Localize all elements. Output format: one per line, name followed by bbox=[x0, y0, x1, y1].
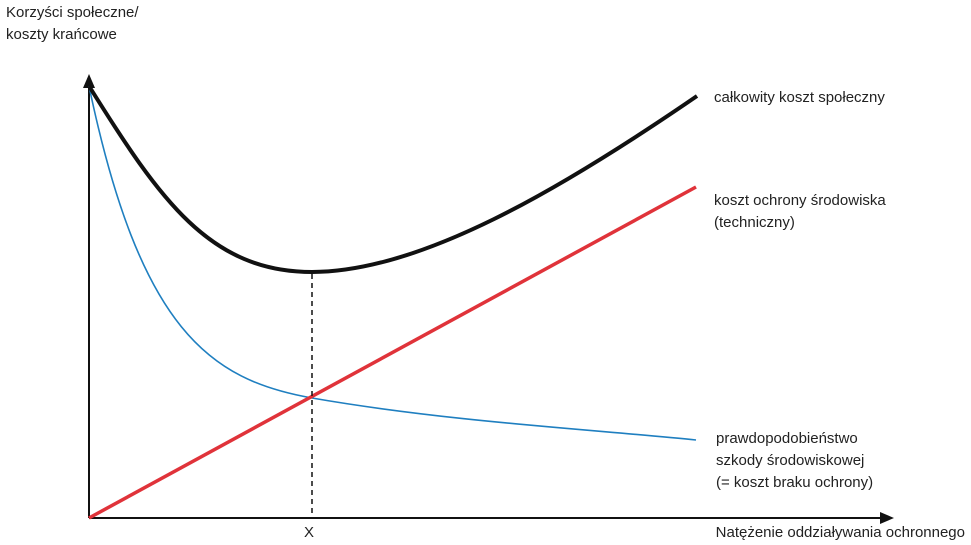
damage-probability-label-line-2: szkody środowiskowej bbox=[716, 452, 865, 469]
x-axis-label: Natężenie oddziaływania ochronnego bbox=[715, 524, 965, 541]
total-social-cost-curve bbox=[87, 84, 699, 275]
protection-cost-label: koszt ochrony środowiska (techniczny) bbox=[714, 190, 886, 234]
protection-cost-label-line-1: koszt ochrony środowiska bbox=[714, 192, 886, 209]
x-axis-arrowhead bbox=[880, 512, 894, 524]
damage-probability-label-line-1: prawdopodobieństwo bbox=[716, 430, 858, 447]
damage-probability-label: prawdopodobieństwo szkody środowiskowej … bbox=[716, 428, 873, 494]
total-social-cost-label-line-1: całkowity koszt społeczny bbox=[714, 89, 885, 106]
damage-probability-curve bbox=[88, 85, 697, 441]
y-axis-arrowhead bbox=[83, 74, 95, 88]
total-social-cost-label: całkowity koszt społeczny bbox=[714, 87, 885, 109]
protection-cost-label-line-2: (techniczny) bbox=[714, 214, 795, 231]
protection-cost-line bbox=[88, 185, 697, 520]
y-axis-label-line-1: Korzyści społeczne/ bbox=[6, 4, 139, 21]
x-optimum-tick-label: X bbox=[304, 524, 315, 541]
y-axis-label-line-2: koszty krańcowe bbox=[6, 26, 117, 43]
damage-probability-label-line-3: (= koszt braku ochrony) bbox=[716, 474, 874, 491]
y-axis-label: Korzyści społeczne/ koszty krańcowe bbox=[6, 2, 139, 46]
